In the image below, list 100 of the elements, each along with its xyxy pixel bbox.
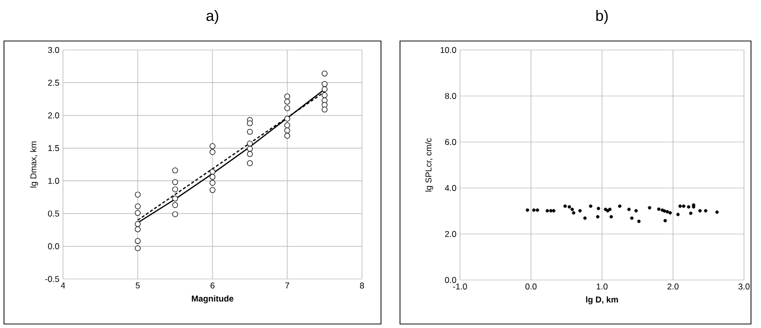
point <box>610 215 613 218</box>
y-tick-label: 10.0 <box>440 47 456 53</box>
point <box>322 106 328 112</box>
point <box>172 196 178 202</box>
point <box>246 120 253 126</box>
point <box>210 168 216 175</box>
point <box>210 187 216 193</box>
x-tick-label: 6 <box>210 282 214 289</box>
y-tick-label: 2.0 <box>445 231 456 237</box>
point <box>549 209 553 212</box>
point <box>563 204 567 208</box>
point <box>284 116 290 122</box>
x-axis-title: Magnitude <box>192 295 234 304</box>
point <box>678 204 682 208</box>
point <box>322 70 328 76</box>
x-axis-title: lg D, km <box>586 296 618 304</box>
chart-title: a) <box>206 10 218 24</box>
point <box>664 218 667 222</box>
point <box>570 208 574 212</box>
point <box>134 210 141 216</box>
point <box>630 216 634 220</box>
x-tick-label: 8 <box>360 282 364 289</box>
point <box>284 132 290 139</box>
chart-title: b) <box>596 10 608 24</box>
x-tick-label: -1.0 <box>453 284 467 290</box>
y-tick-label: 8.0 <box>445 93 456 99</box>
point <box>634 209 638 212</box>
point <box>676 212 680 216</box>
x-tick-label: 5 <box>136 282 140 288</box>
point <box>210 143 216 150</box>
point <box>648 206 652 210</box>
point <box>578 209 582 212</box>
y-tick-label: -0.5 <box>45 276 60 282</box>
point <box>210 174 216 180</box>
point <box>210 149 216 155</box>
y-tick-label: 2.5 <box>48 80 60 86</box>
point <box>532 208 536 212</box>
point <box>284 94 290 100</box>
point <box>572 211 576 215</box>
point <box>246 146 253 152</box>
point <box>552 209 556 212</box>
point <box>715 210 719 214</box>
point <box>568 205 572 209</box>
x-tick-label: 7 <box>285 282 290 288</box>
point <box>284 105 290 112</box>
point <box>686 205 690 209</box>
point <box>546 209 550 212</box>
x-tick-label: 1.0 <box>596 284 608 290</box>
point <box>134 238 141 244</box>
y-tick-label: 4.0 <box>444 185 456 191</box>
point <box>596 215 600 218</box>
y-tick-label: 1.0 <box>48 178 60 184</box>
point <box>322 92 328 98</box>
x-tick-label: 4 <box>60 282 66 288</box>
point <box>134 221 141 227</box>
point <box>322 86 328 92</box>
x-tick-label: 2.0 <box>668 284 679 290</box>
point <box>657 207 661 211</box>
y-tick-label: 0.0 <box>445 277 456 283</box>
point <box>172 211 178 218</box>
point <box>596 206 600 210</box>
y-axis-title: lg Dmax, km <box>30 142 38 188</box>
point <box>666 210 670 214</box>
point <box>606 209 610 212</box>
point <box>627 208 631 212</box>
point <box>134 203 141 210</box>
y-axis-title: lg SPLcr, cm/c <box>425 138 434 192</box>
point <box>618 204 622 208</box>
point <box>246 160 253 166</box>
x-tick-label: 0.0 <box>525 284 537 290</box>
y-tick-label: 1.5 <box>48 145 60 152</box>
point <box>637 220 641 224</box>
point <box>536 208 540 212</box>
y-tick-label: 0.0 <box>48 243 60 250</box>
y-tick-label: 6.0 <box>445 139 456 145</box>
point <box>172 179 178 186</box>
point <box>246 140 253 146</box>
point <box>134 245 141 252</box>
point <box>210 180 216 186</box>
y-tick-label: 0.5 <box>48 210 60 217</box>
point <box>172 167 178 174</box>
point <box>583 216 587 220</box>
point <box>526 208 530 212</box>
point <box>588 204 592 208</box>
x-tick-label: 3.0 <box>738 284 750 290</box>
point <box>134 192 141 198</box>
point <box>689 212 692 215</box>
point <box>172 186 178 192</box>
y-tick-label: 3.0 <box>48 47 60 53</box>
point <box>668 211 672 215</box>
point <box>134 226 141 232</box>
point <box>608 208 612 212</box>
point <box>284 122 290 128</box>
point <box>246 151 253 157</box>
point <box>284 98 290 105</box>
point <box>698 209 702 212</box>
point <box>246 128 253 135</box>
point <box>322 81 328 87</box>
point <box>284 128 290 134</box>
point <box>172 202 178 208</box>
